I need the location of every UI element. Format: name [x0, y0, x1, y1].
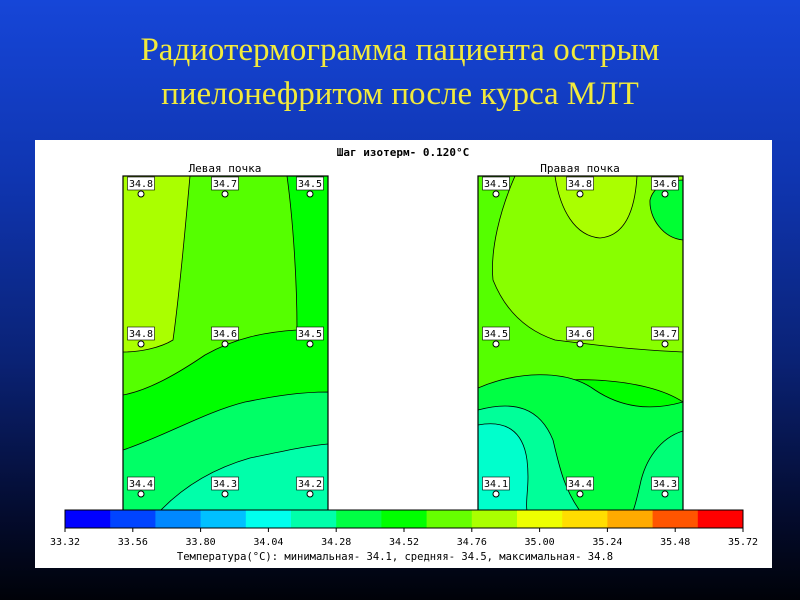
left-point-label-box	[127, 176, 155, 191]
legend-tick-label: 33.56	[118, 537, 148, 548]
right-point-label-box	[651, 326, 679, 341]
thermogram-panel: Шаг изотерм- 0.120°C Левая почка Правая …	[35, 140, 772, 568]
right-point-label-box	[482, 176, 510, 191]
left-point-marker	[221, 490, 229, 498]
legend-tick-label: 35.48	[660, 537, 690, 548]
right-point-marker	[576, 340, 584, 348]
left-point-label-box	[211, 176, 239, 191]
left-point-label-box	[296, 176, 324, 191]
legend-swatch	[607, 510, 654, 528]
right-point-value: 34.1	[484, 479, 508, 490]
left-kidney-points: 34.8 34.7 34.5 34.8 34.6 34.5 34.4 34.3 34.2	[127, 176, 324, 498]
legend-ticks: 33.32 33.56 33.80 34.04 34.28 34.52 34.76 35.00…	[50, 528, 758, 548]
right-point-label-box	[651, 476, 679, 491]
left-point-value: 34.7	[213, 179, 237, 190]
right-point-marker	[661, 490, 669, 498]
legend-tick-label: 34.52	[389, 537, 419, 548]
legend-swatch	[336, 510, 382, 528]
legend-tick-label: 35.24	[592, 537, 622, 548]
legend-tick-label: 33.80	[186, 537, 216, 548]
right-kidney-title: Правая почка	[540, 162, 619, 175]
left-kidney-title: Левая почка	[189, 162, 262, 175]
right-point-value: 34.4	[568, 479, 592, 490]
slide-title-line-2: пиелонефритом после курса МЛТ	[161, 76, 639, 112]
left-point-value: 34.5	[298, 329, 322, 340]
legend-swatch	[200, 510, 247, 528]
legend-swatch	[155, 510, 202, 528]
right-point-label-box	[651, 176, 679, 191]
legend-swatch	[517, 510, 563, 528]
legend-swatch	[652, 510, 699, 528]
right-point-value: 34.5	[484, 329, 508, 340]
legend-tick-label: 35.00	[525, 537, 555, 548]
right-point-marker	[492, 340, 500, 348]
left-point-marker	[137, 190, 145, 198]
right-point-marker	[661, 190, 669, 198]
left-point-label-box	[211, 326, 239, 341]
left-point-value: 34.2	[298, 479, 322, 490]
isotherm-step-label: Шаг изотерм- 0.120°C	[337, 146, 469, 159]
legend-swatch	[697, 510, 744, 528]
left-point-value: 34.5	[298, 179, 322, 190]
legend-swatch	[471, 510, 518, 528]
legend-swatch	[110, 510, 156, 528]
left-point-label-box	[127, 326, 155, 341]
right-point-marker	[576, 190, 584, 198]
left-point-label-box	[127, 476, 155, 491]
legend-tick-label: 34.04	[253, 537, 283, 548]
right-point-value: 34.6	[568, 329, 592, 340]
temperature-summary: Температура(°C): минимальная- 34.1, сред…	[177, 551, 613, 563]
left-point-label-box	[296, 476, 324, 491]
legend-swatch	[65, 510, 111, 528]
right-point-marker	[661, 340, 669, 348]
right-point-marker	[576, 490, 584, 498]
left-point-marker	[137, 490, 145, 498]
legend-tick-label: 35.72	[728, 537, 758, 548]
right-kidney-points: 34.5 34.8 34.6 34.5 34.6 34.7 34.1 34.4 34.3	[482, 176, 679, 498]
slide-title: Радиотермограмма пациента острым пиелоне…	[0, 28, 800, 116]
thermogram-svg: Шаг изотерм- 0.120°C Левая почка Правая …	[50, 146, 758, 563]
right-point-label-box	[482, 326, 510, 341]
right-point-marker	[492, 490, 500, 498]
left-point-marker	[306, 190, 314, 198]
left-point-value: 34.8	[129, 329, 153, 340]
left-point-marker	[221, 190, 229, 198]
legend-swatch	[291, 510, 337, 528]
right-point-label-box	[482, 476, 510, 491]
right-point-value: 34.7	[653, 329, 677, 340]
left-point-marker	[137, 340, 145, 348]
legend-swatch	[381, 510, 428, 528]
slide-title-line-1: Радиотермограмма пациента острым	[140, 32, 660, 68]
right-point-value: 34.6	[653, 179, 677, 190]
right-point-marker	[492, 190, 500, 198]
right-point-label-box	[566, 326, 594, 341]
left-point-marker	[306, 490, 314, 498]
legend-tick-label: 33.32	[50, 537, 80, 548]
left-point-value: 34.8	[129, 179, 153, 190]
legend-tick-label: 34.76	[457, 537, 487, 548]
legend-tick-label: 34.28	[321, 537, 351, 548]
left-point-value: 34.4	[129, 479, 153, 490]
right-point-value: 34.3	[653, 479, 677, 490]
left-kidney-map	[123, 176, 328, 511]
left-point-label-box	[211, 476, 239, 491]
left-point-value: 34.6	[213, 329, 237, 340]
right-point-label-box	[566, 176, 594, 191]
left-point-label-box	[296, 326, 324, 341]
legend-swatch	[245, 510, 292, 528]
left-point-value: 34.3	[213, 479, 237, 490]
right-point-value: 34.8	[568, 179, 592, 190]
left-point-marker	[221, 340, 229, 348]
legend-swatch	[426, 510, 473, 528]
legend-bar	[64, 509, 744, 529]
left-point-marker	[306, 340, 314, 348]
right-point-label-box	[566, 476, 594, 491]
right-point-value: 34.5	[484, 179, 508, 190]
legend-swatch	[562, 510, 608, 528]
